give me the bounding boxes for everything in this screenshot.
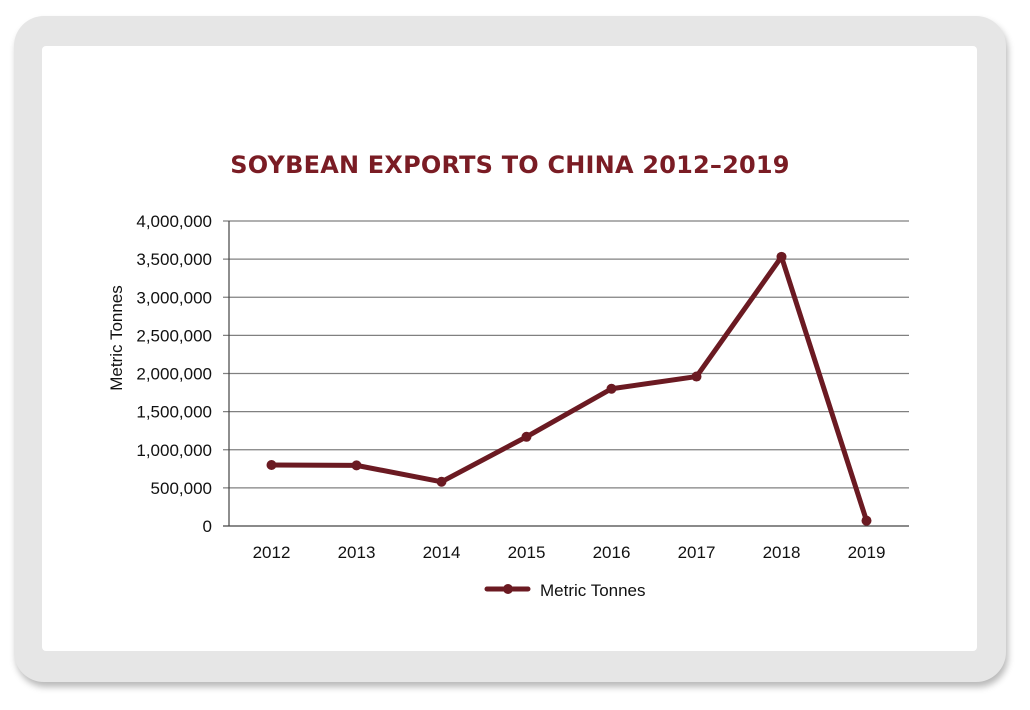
y-tick-label: 3,000,000 bbox=[136, 288, 212, 307]
y-axis-label: Metric Tonnes bbox=[107, 285, 126, 391]
x-tick-label: 2015 bbox=[508, 543, 546, 562]
x-tick-label: 2019 bbox=[848, 543, 886, 562]
x-tick-label: 2018 bbox=[763, 543, 801, 562]
y-tick-label: 0 bbox=[203, 517, 212, 536]
y-tick-label: 1,500,000 bbox=[136, 403, 212, 422]
x-tick-label: 2016 bbox=[593, 543, 631, 562]
y-tick-labels: 0 500,000 1,000,000 1,500,000 2,000,000 2,500… bbox=[136, 212, 212, 536]
series-line bbox=[269, 254, 869, 524]
x-tick-labels: 2012 2013 2014 2015 2016 2017 2018 2019 bbox=[253, 543, 886, 562]
series-layer bbox=[266, 251, 872, 526]
y-tick-label: 1,000,000 bbox=[136, 441, 212, 460]
chart-panel bbox=[42, 46, 977, 651]
y-tick-label: 2,000,000 bbox=[136, 365, 212, 384]
grid-layer bbox=[223, 220, 909, 527]
y-tick-label: 3,500,000 bbox=[136, 250, 212, 269]
legend-marker-swatch bbox=[503, 584, 513, 594]
data-point bbox=[691, 371, 702, 382]
data-point bbox=[266, 460, 277, 470]
y-tick-label: 500,000 bbox=[151, 479, 212, 498]
data-point bbox=[861, 515, 872, 526]
data-point bbox=[606, 383, 617, 394]
y-tick-label: 4,000,000 bbox=[136, 212, 212, 231]
y-tick-label: 2,500,000 bbox=[136, 326, 212, 345]
legend-label: Metric Tonnes bbox=[540, 581, 646, 600]
x-tick-label: 2014 bbox=[423, 543, 461, 562]
x-tick-label: 2013 bbox=[338, 543, 376, 562]
chart-title: SOYBEAN EXPORTS TO CHINA 2012–2019 bbox=[230, 151, 789, 179]
data-point bbox=[351, 460, 362, 471]
x-tick-label: 2017 bbox=[678, 543, 716, 562]
data-point bbox=[436, 476, 447, 487]
data-point bbox=[776, 251, 787, 262]
legend: Metric Tonnes bbox=[484, 581, 646, 600]
data-point bbox=[521, 431, 532, 442]
x-tick-label: 2012 bbox=[253, 543, 291, 562]
